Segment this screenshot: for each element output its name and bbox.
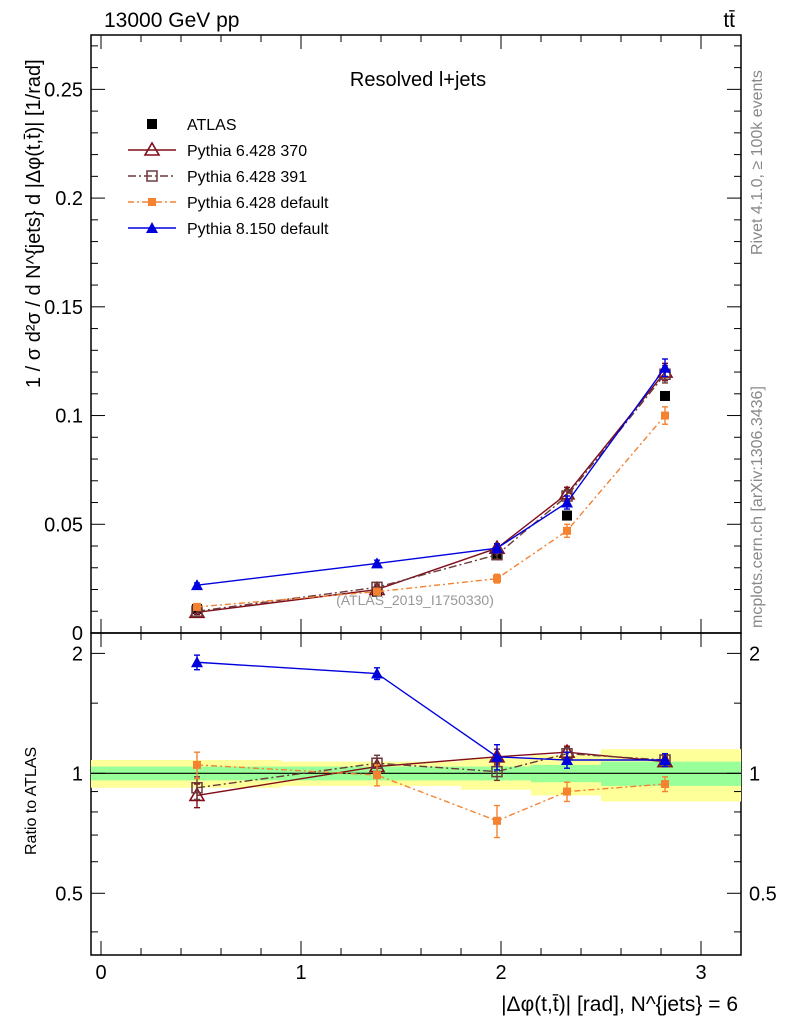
mcplots-label: mcplots.cern.ch [arXiv:1306.3436] [749,386,766,628]
main-py391-line [196,373,666,612]
main-py6def-line [196,415,666,608]
ratio-py370-point [188,786,206,802]
main-py6def-point [661,411,669,420]
main-py6def-point [373,587,381,596]
ratio-y-axis-label: Ratio to ATLAS [23,747,40,855]
ratio-y-tick-label: 2 [72,643,83,665]
analysis-id: (ATLAS_2019_I1750330) [336,592,494,608]
legend-marker-py8def [146,222,158,233]
main-py8def-point [659,361,671,373]
main-y-tick-label: 0.1 [55,406,83,428]
legend-label-py391: Pythia 6.428 391 [187,169,307,186]
legend-label-py6def: Pythia 6.428 default [187,195,329,212]
panel-title: Resolved l+jets [350,69,486,91]
energy-label: 13000 GeV pp [104,9,239,32]
x-tick-label: 0 [95,962,106,984]
ratio-py6def-point [563,787,571,796]
x-tick-label: 2 [495,962,506,984]
ratio-y-tick-label-right: 2 [749,643,760,665]
main-y-tick-label: 0.25 [44,79,83,101]
ratio-py6def-point [373,771,381,780]
ratio-py8def-point [191,656,203,668]
legend-marker-atlas [147,119,157,129]
ratio-py8def-point [561,754,573,766]
main-py8def-point [191,579,203,591]
main-py8def-point [371,557,383,569]
legend-marker-py391 [146,170,158,182]
legend-label-py370: Pythia 6.428 370 [187,143,307,160]
ratio-y-tick-label-right: 1 [749,763,760,785]
main-py6def-point [563,526,571,535]
ratio-py391-line [196,753,666,789]
legend-label-atlas: ATLAS [187,117,237,134]
x-tick-label: 3 [695,962,706,984]
axis-ticks: 0 1 2 3 0 0.05 0.1 0.15 0.2 0.25 0.5 0.5 1 1 2 2 [44,35,777,984]
main-y-tick-label: 0.2 [55,188,83,210]
main-py6def-point [493,574,501,583]
ratio-py6def-point [661,780,669,789]
main-plot-series [188,358,674,619]
ratio-py8def-point [491,750,503,762]
x-tick-label: 1 [295,962,306,984]
main-atlas-point [562,510,572,521]
main-py8def-point [561,496,573,508]
process-label: tt̄ [723,9,735,32]
main-py8def-line [196,367,666,586]
ratio-py6def-point [493,816,501,825]
main-y-tick-label: 0.05 [44,514,83,536]
main-y-tick-label: 0.15 [44,297,83,319]
main-atlas-point [660,390,670,401]
legend-marker-py6def [148,198,156,206]
ratio-py8def-line [196,661,665,761]
ratio-uncertainty-bands [91,749,741,802]
ratio-plot-series [188,654,674,839]
main-py6def-point [193,602,201,611]
rivet-version-label: Rivet 4.1.0, ≥ 100k events [749,70,766,255]
legend: ATLAS Pythia 6.428 370 Pythia 6.428 391 Pyt… [128,117,329,238]
legend-label-py8def: Pythia 8.150 default [187,221,329,238]
main-py8def-point [491,542,503,554]
x-axis-label: |Δφ(t,t̄)| [rad], N^{jets} = 6 [501,993,738,1016]
legend-marker-py370 [143,141,161,156]
ratio-py391-point [191,782,203,794]
ratio-py8def-point [371,667,383,679]
ratio-py8def-point [659,754,671,766]
ratio-py6def-point [193,760,201,769]
ratio-y-tick-label-right: 0.5 [749,883,777,905]
main-y-axis-label: 1 / σ d²σ / d N^{jets} d |Δφ(t,t̄)| [1/r… [23,59,45,388]
ratio-y-tick-label: 1 [72,763,83,785]
ratio-y-tick-label: 0.5 [55,883,83,905]
main-y-tick-label: 0 [72,623,83,645]
